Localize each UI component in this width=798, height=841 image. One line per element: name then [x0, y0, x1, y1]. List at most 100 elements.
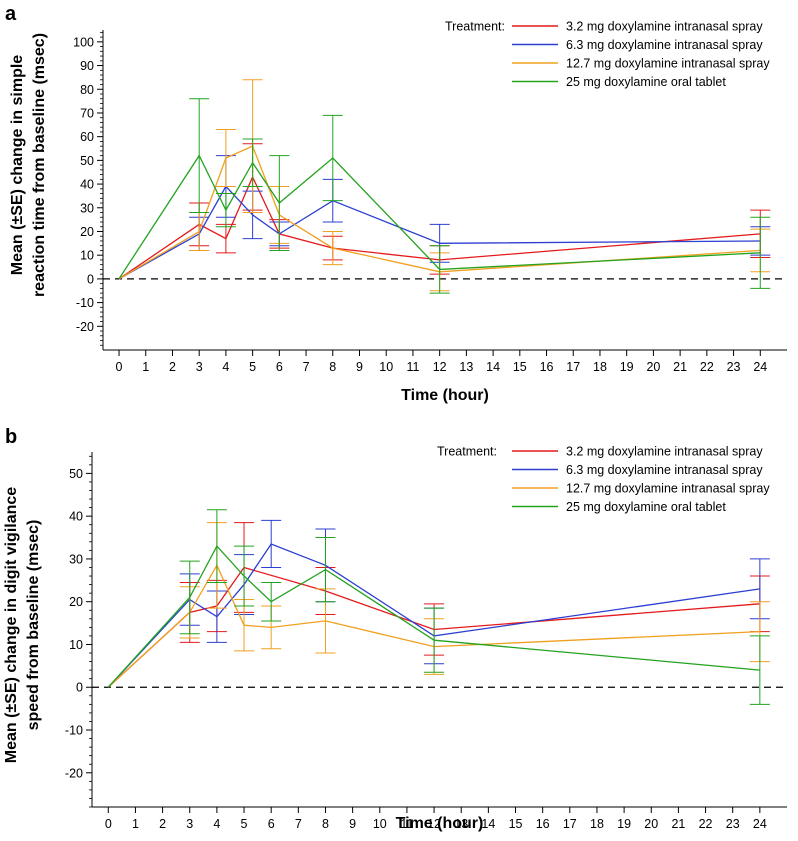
- legend-label: 25 mg doxylamine oral tablet: [566, 75, 726, 89]
- legend: Treatment: 3.2 mg doxylamine intranasal s…: [445, 20, 770, 90]
- series-line: [118, 154, 761, 280]
- x-tick-label: 20: [646, 360, 660, 374]
- panel-label: b: [5, 426, 17, 448]
- y-axis-title-line: reaction time from baseline (msec): [31, 33, 48, 297]
- x-tick-label: 21: [673, 360, 687, 374]
- x-tick-label: 9: [349, 817, 356, 831]
- y-tick-label: 50: [80, 154, 94, 168]
- legend-label: 3.2 mg doxylamine intranasal spray: [566, 20, 763, 34]
- series-4: [118, 98, 771, 294]
- legend-title: Treatment:: [445, 20, 505, 34]
- x-axis-title: Time (hour): [401, 387, 489, 404]
- x-tick-label: 2: [159, 817, 166, 831]
- x-tick-label: 17: [566, 360, 580, 374]
- series-line: [107, 543, 760, 688]
- x-tick-label: 8: [322, 817, 329, 831]
- y-tick-label: -10: [76, 296, 94, 310]
- x-tick-label: 18: [590, 817, 604, 831]
- y-axis-title-line: Mean (±SE) change in simple: [9, 55, 26, 275]
- series-line: [118, 145, 761, 280]
- series-line: [107, 544, 760, 688]
- x-tick-label: 2: [169, 360, 176, 374]
- series-1: [118, 143, 771, 280]
- y-tick-label: -10: [65, 724, 83, 738]
- y-tick-label: 80: [80, 83, 94, 97]
- legend-label: 6.3 mg doxylamine intranasal spray: [566, 463, 763, 477]
- y-tick-label: 60: [80, 130, 94, 144]
- x-tick-label: 14: [481, 817, 495, 831]
- x-tick-label: 1: [132, 817, 139, 831]
- series-4: [107, 509, 770, 705]
- y-tick-label: -20: [65, 766, 83, 780]
- legend: Treatment: 3.2 mg doxylamine intranasal s…: [437, 445, 770, 515]
- legend-label: 12.7 mg doxylamine intranasal spray: [566, 482, 770, 496]
- x-tick-label: 13: [459, 360, 473, 374]
- x-tick-label: 12: [427, 817, 441, 831]
- x-tick-label: 18: [593, 360, 607, 374]
- x-tick-label: 10: [379, 360, 393, 374]
- x-tick-label: 19: [617, 817, 631, 831]
- y-tick-label: 40: [80, 178, 94, 192]
- x-tick-label: 12: [433, 360, 447, 374]
- series-line: [118, 185, 761, 280]
- x-tick-label: 19: [620, 360, 634, 374]
- x-tick-label: 8: [329, 360, 336, 374]
- x-tick-label: 15: [509, 817, 523, 831]
- x-tick-label: 10: [373, 817, 387, 831]
- y-tick-label: 30: [69, 552, 83, 566]
- x-tick-label: 0: [116, 360, 123, 374]
- y-tick-label: 50: [69, 467, 83, 481]
- x-tick-label: 15: [513, 360, 527, 374]
- x-tick-label: 14: [486, 360, 500, 374]
- y-tick-label: 40: [69, 510, 83, 524]
- x-tick-label: 17: [563, 817, 577, 831]
- y-tick-label: 70: [80, 106, 94, 120]
- x-tick-label: 0: [105, 817, 112, 831]
- legend-label: 12.7 mg doxylamine intranasal spray: [566, 57, 770, 71]
- legend-label: 6.3 mg doxylamine intranasal spray: [566, 38, 763, 52]
- x-tick-label: 3: [186, 817, 193, 831]
- x-tick-label: 5: [241, 817, 248, 831]
- y-axis-title-line: Mean (±SE) change in digit vigilance: [3, 487, 20, 763]
- x-tick-label: 22: [699, 817, 713, 831]
- legend-title: Treatment:: [437, 445, 497, 459]
- panel-label: a: [5, 3, 17, 25]
- x-tick-label: 24: [753, 817, 767, 831]
- x-tick-label: 22: [700, 360, 714, 374]
- y-tick-label: 0: [76, 681, 83, 695]
- x-tick-label: 23: [726, 817, 740, 831]
- y-tick-label: -20: [76, 320, 94, 334]
- y-tick-label: 90: [80, 59, 94, 73]
- series-line: [107, 563, 760, 688]
- x-tick-label: 6: [268, 817, 275, 831]
- x-tick-label: 21: [671, 817, 685, 831]
- legend-label: 25 mg doxylamine oral tablet: [566, 500, 726, 514]
- y-tick-label: 100: [73, 35, 94, 49]
- y-tick-label: 0: [87, 272, 94, 286]
- x-tick-label: 24: [753, 360, 767, 374]
- y-tick-label: 30: [80, 201, 94, 215]
- x-tick-label: 16: [536, 817, 550, 831]
- x-tick-label: 6: [276, 360, 283, 374]
- x-tick-label: 4: [213, 817, 220, 831]
- x-tick-label: 9: [356, 360, 363, 374]
- x-tick-label: 20: [644, 817, 658, 831]
- y-tick-label: 20: [69, 595, 83, 609]
- x-tick-label: 23: [727, 360, 741, 374]
- x-tick-label: 1: [142, 360, 149, 374]
- legend-label: 3.2 mg doxylamine intranasal spray: [566, 445, 763, 459]
- series-2: [118, 155, 771, 280]
- x-tick-label: 3: [196, 360, 203, 374]
- x-tick-label: 11: [406, 360, 419, 374]
- x-tick-label: 11: [400, 817, 413, 831]
- y-tick-label: 20: [80, 225, 94, 239]
- x-tick-label: 4: [222, 360, 229, 374]
- y-tick-label: 10: [69, 638, 83, 652]
- y-axis-title-line: speed from baseline (msec): [25, 520, 42, 731]
- y-tick-label: 10: [80, 249, 94, 263]
- x-tick-label: 13: [454, 817, 468, 831]
